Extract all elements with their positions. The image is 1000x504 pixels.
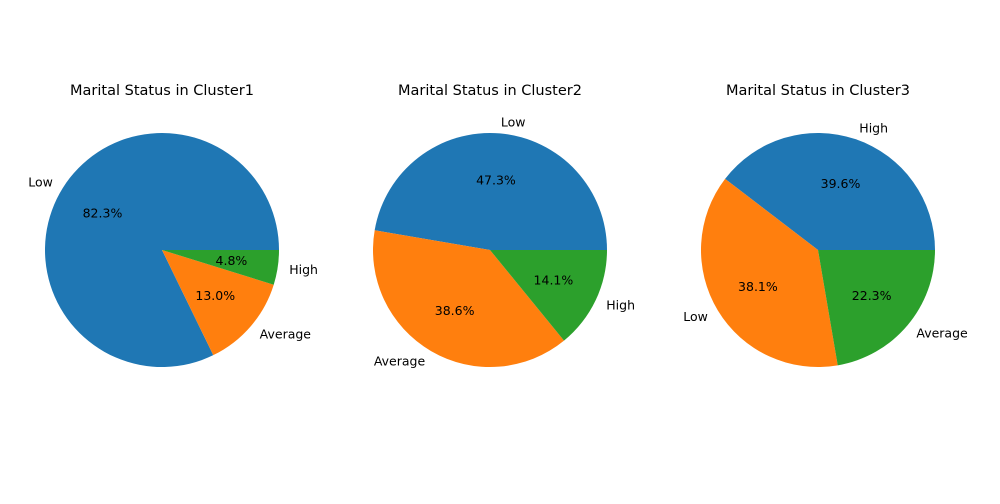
pie-slice-label: High xyxy=(289,262,318,277)
pie-slice-low xyxy=(45,132,279,367)
pie-percent-label: 38.1% xyxy=(738,279,778,294)
pie-slice-label: Average xyxy=(374,354,426,369)
pie-percent-label: 13.0% xyxy=(195,288,235,303)
pie-slice-label: Low xyxy=(501,114,526,129)
pie-percent-label: 22.3% xyxy=(852,288,892,303)
pie-slice-label: Average xyxy=(260,326,312,341)
pie-percent-label: 47.3% xyxy=(476,173,516,188)
pie-title: Marital Status in Cluster3 xyxy=(726,83,910,99)
pie-slice-high xyxy=(490,250,607,341)
pie-slice-high xyxy=(725,132,935,250)
pie-slice-label: Low xyxy=(683,309,708,324)
pie-percent-label: 82.3% xyxy=(83,205,123,220)
pie-slice-low xyxy=(700,178,838,367)
pie-title: Marital Status in Cluster1 xyxy=(70,83,254,99)
pie-percent-label: 39.6% xyxy=(821,176,861,191)
pie-percent-label: 4.8% xyxy=(216,253,248,268)
pie-chart-cluster2: Marital Status in Cluster2 47.3% Low 38.6%… xyxy=(373,83,635,369)
pie-percent-label: 38.6% xyxy=(435,303,475,318)
pie-chart-cluster3: Marital Status in Cluster3 39.6% High 38.1… xyxy=(683,83,968,367)
pie-slice-average xyxy=(373,230,565,368)
pie-slice-average xyxy=(818,250,935,366)
pie-slice-label: Low xyxy=(28,174,53,189)
pie-title: Marital Status in Cluster2 xyxy=(398,83,582,99)
pie-slice-average xyxy=(162,250,274,356)
pie-slice-label: High xyxy=(606,298,635,313)
pie-percent-label: 14.1% xyxy=(534,273,574,288)
pie-slice-label: Average xyxy=(916,325,968,340)
pie-slice-label: High xyxy=(859,121,888,136)
pie-chart-cluster1: Marital Status in Cluster1 82.3% Low 13.0%… xyxy=(28,83,318,367)
pie-slice-high xyxy=(162,250,279,285)
pie-slice-low xyxy=(374,133,607,250)
